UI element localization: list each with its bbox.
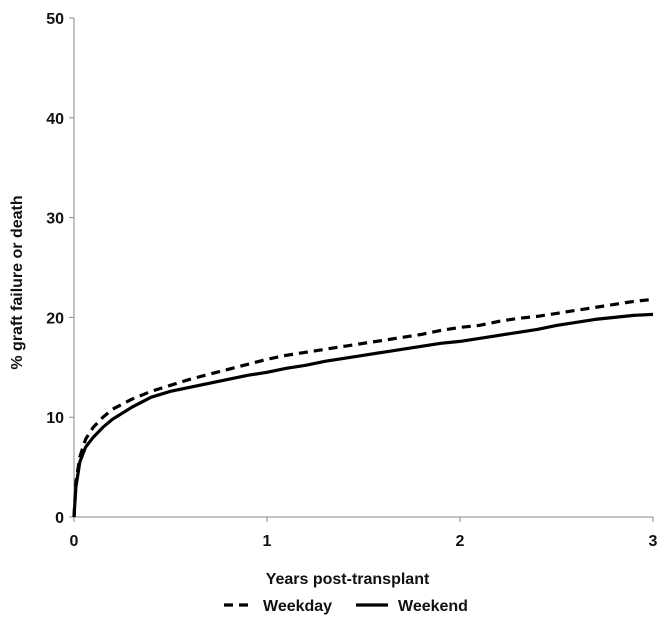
series-line-weekday <box>72 297 654 518</box>
y-tick-label: 40 <box>46 111 64 128</box>
x-tick-label: 3 <box>649 533 658 550</box>
x-tick-label: 1 <box>263 533 272 550</box>
x-tick-label: 2 <box>456 533 465 550</box>
y-tick-label: 10 <box>46 410 64 427</box>
legend-label-weekday: Weekday <box>263 598 332 615</box>
axes <box>73 18 653 518</box>
y-axis-title: % graft failure or death <box>9 195 26 369</box>
x-ticks: 0 1 2 3 <box>70 517 658 550</box>
legend-label-weekend: Weekend <box>398 598 468 615</box>
legend: Weekday Weekend <box>224 598 468 615</box>
y-tick-label: 30 <box>46 211 64 228</box>
series-layer <box>72 297 654 518</box>
y-ticks: 0 10 20 30 40 50 <box>46 11 74 527</box>
y-tick-label: 20 <box>46 310 64 327</box>
x-axis-title: Years post-transplant <box>266 571 430 588</box>
y-tick-label: 50 <box>46 11 64 28</box>
x-tick-label: 0 <box>70 533 79 550</box>
y-tick-label: 0 <box>55 510 64 527</box>
series-line-weekend <box>72 312 654 518</box>
